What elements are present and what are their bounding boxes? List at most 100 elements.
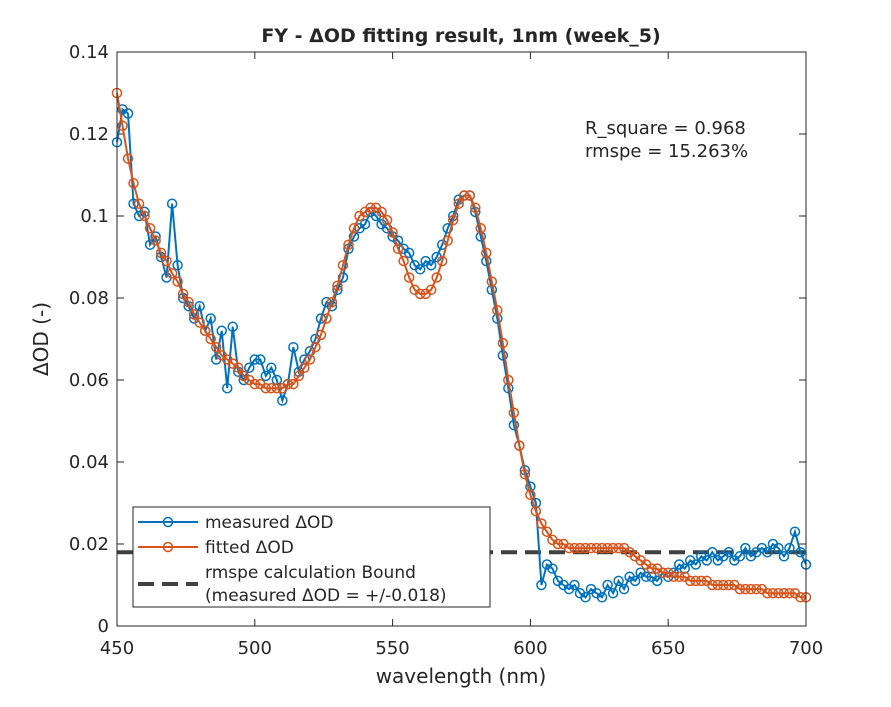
data-point [359, 218, 371, 230]
data-point [304, 354, 316, 365]
data-point [376, 206, 387, 218]
data-point [651, 575, 663, 587]
data-point [166, 198, 178, 209]
data-point [337, 272, 349, 283]
data-point [326, 296, 338, 308]
legend-label: fitted ΔOD [205, 538, 294, 558]
y-tick-label: 0.02 [69, 534, 109, 555]
data-point [414, 264, 426, 275]
data-point [690, 575, 702, 587]
annotation: R_square = 0.968 [585, 118, 746, 139]
data-point [299, 362, 310, 373]
data-point [696, 575, 707, 587]
data-point [734, 583, 746, 595]
data-point [260, 382, 272, 394]
y-tick-label: 0.04 [69, 452, 109, 473]
data-point [552, 538, 564, 550]
data-point [453, 198, 464, 209]
data-point [442, 235, 453, 246]
data-point [580, 542, 591, 554]
y-tick-label: 0.12 [69, 124, 109, 145]
legend-marker [162, 541, 174, 553]
series-1 [111, 87, 812, 603]
data-point [343, 239, 354, 250]
data-point [392, 243, 404, 255]
annotation: rmspe = 15.263% [585, 141, 748, 162]
data-point [679, 563, 690, 574]
legend: measured ΔOD fitted ΔOD rmspe calculation … [132, 506, 491, 608]
data-point [381, 214, 393, 226]
data-point [194, 317, 205, 328]
data-point [447, 214, 459, 226]
data-point [740, 542, 751, 554]
x-tick-label: 450 [100, 638, 134, 659]
data-point [392, 235, 404, 246]
data-point [762, 587, 773, 599]
x-tick-label: 500 [238, 638, 272, 659]
data-point [249, 378, 261, 390]
data-point [288, 378, 299, 390]
data-point [255, 354, 266, 365]
data-point [117, 120, 128, 132]
data-point [398, 255, 409, 267]
data-point [216, 325, 227, 337]
data-point [707, 579, 718, 591]
x-tick-label: 650 [651, 638, 685, 659]
data-point [613, 575, 624, 587]
data-point [210, 341, 222, 353]
data-point [718, 579, 729, 591]
data-point [569, 579, 580, 591]
data-point [795, 592, 806, 603]
data-point [751, 583, 762, 595]
data-point [701, 555, 713, 566]
x-tick-label: 550 [375, 638, 409, 659]
data-point [707, 546, 718, 558]
data-point [547, 563, 558, 574]
legend-label: measured ΔOD [205, 513, 333, 533]
data-point [795, 546, 806, 558]
data-point [773, 587, 784, 599]
data-point [585, 542, 597, 554]
legend-box [132, 506, 491, 608]
legend-label: rmspe calculation Bound [205, 563, 416, 583]
data-point [194, 300, 205, 312]
data-point [767, 587, 779, 599]
data-point [425, 284, 437, 296]
axes-box [116, 51, 807, 627]
data-point [403, 247, 415, 259]
data-point [486, 276, 498, 287]
data-point [425, 259, 437, 271]
data-point [789, 526, 801, 537]
data-point [618, 583, 630, 595]
x-axis-label: wavelength (nm) [376, 664, 547, 688]
data-point [177, 288, 189, 300]
data-point [574, 542, 586, 554]
data-point [122, 153, 134, 164]
data-point [365, 202, 376, 214]
data-point [536, 518, 547, 529]
data-point [205, 333, 216, 345]
data-point [508, 419, 520, 431]
data-point [657, 567, 668, 578]
data-point [144, 223, 156, 234]
data-point [403, 272, 415, 283]
data-point [497, 350, 509, 361]
data-point [172, 276, 183, 287]
data-point [332, 280, 343, 291]
data-point [260, 370, 272, 382]
data-point [337, 259, 349, 271]
data-point [321, 313, 332, 324]
data-point [519, 469, 531, 480]
data-point [470, 202, 481, 214]
data-point [166, 268, 178, 279]
data-point [503, 374, 514, 386]
data-point [227, 321, 239, 332]
y-tick-label: 0.08 [69, 288, 109, 309]
data-point [580, 592, 591, 603]
data-point [481, 247, 492, 259]
data-point [266, 362, 277, 373]
data-point [348, 231, 360, 242]
y-tick-label: 0.14 [69, 42, 109, 63]
